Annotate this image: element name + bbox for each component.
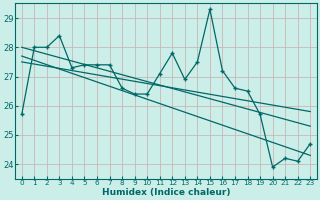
X-axis label: Humidex (Indice chaleur): Humidex (Indice chaleur) — [102, 188, 230, 197]
